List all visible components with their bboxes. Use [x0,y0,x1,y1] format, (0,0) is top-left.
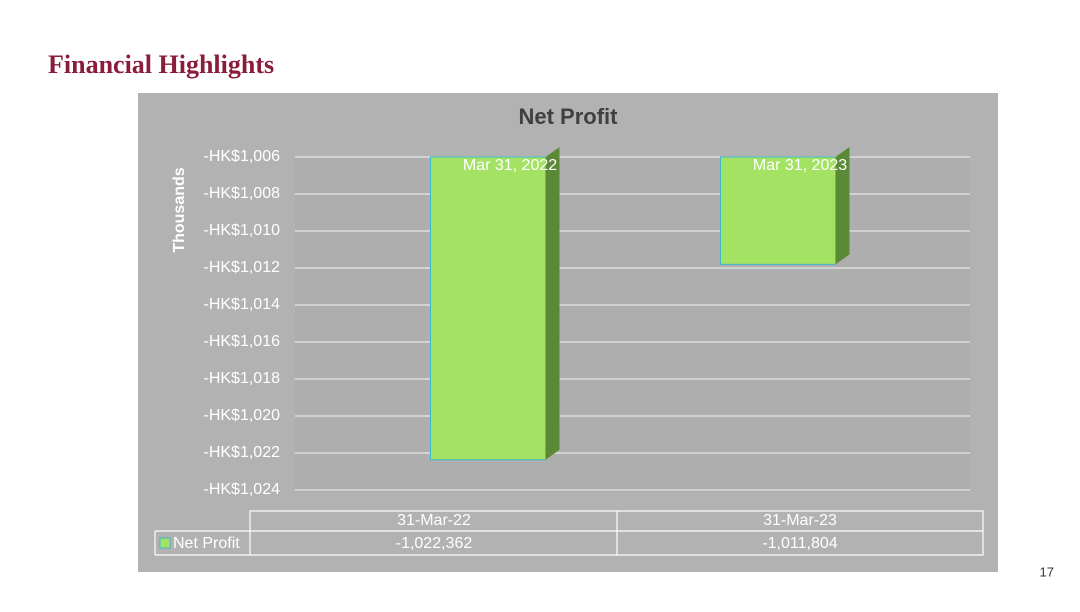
page-number: 17 [1040,564,1054,579]
x-tick-label: 31-Mar-22 [397,512,471,529]
y-tick-label: -HK$1,016 [204,333,281,350]
bar [720,156,836,265]
y-tick-label: -HK$1,010 [204,222,281,239]
x-tick-label: 31-Mar-23 [763,512,837,529]
table-value: -1,011,804 [762,535,837,552]
plot-floor [295,157,970,492]
y-tick-label: -HK$1,018 [204,370,281,387]
y-tick-label: -HK$1,024 [204,481,281,498]
bar [430,156,546,461]
table-value: -1,022,362 [396,535,473,552]
y-axis-title: Thousands [171,167,188,252]
y-tick-label: -HK$1,022 [204,444,281,461]
data-table [154,510,984,556]
y-tick-label: -HK$1,012 [204,259,281,276]
y-tick-label: -HK$1,014 [204,296,281,313]
y-tick-label: -HK$1,008 [204,185,281,202]
legend-key [159,537,171,549]
slide-title: Financial Highlights [48,50,274,79]
chart-title: Net Profit [519,104,619,129]
bar-label: Mar 31, 2023 [753,157,847,174]
bar-side [545,147,560,460]
bar-label: Mar 31, 2022 [463,157,557,174]
bar-side [835,147,850,265]
y-tick-label: -HK$1,020 [204,407,281,424]
y-tick-label: -HK$1,006 [204,148,281,165]
legend-label: Net Profit [173,535,240,552]
